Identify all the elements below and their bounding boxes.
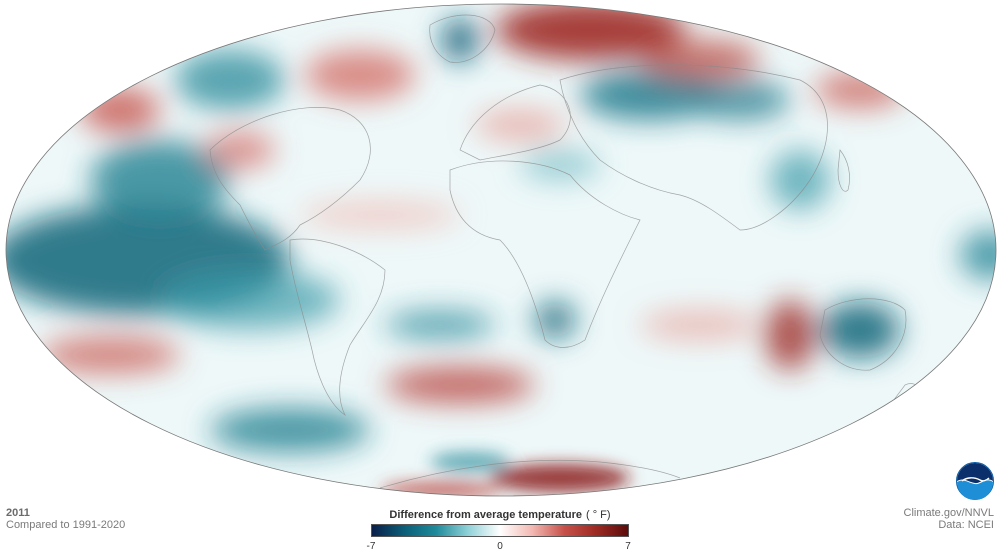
greenland-outline <box>429 14 496 63</box>
south-america-outline <box>289 238 386 417</box>
legend-color-bar <box>371 524 629 537</box>
antarctica-outline <box>379 459 681 489</box>
noaa-logo-icon <box>956 462 994 500</box>
anomaly-cold-australia <box>820 302 900 358</box>
legend-max-label: 7 <box>625 541 631 552</box>
anomaly-cold-north-pacific <box>175 50 285 110</box>
anomaly-cold-antarctic <box>430 452 510 472</box>
credit-data: Data: NCEI <box>938 519 994 531</box>
anomaly-warm-antarctic <box>490 464 630 492</box>
legend-title: Difference from average temperature ( ° F… <box>370 509 630 521</box>
legend-mid-label: 0 <box>497 541 503 552</box>
australia-outline <box>819 298 907 371</box>
credit-site: Climate.gov/NNVL <box>903 507 994 519</box>
anomaly-warm-north-atlantic <box>305 50 415 100</box>
anomaly-warm-east-asia <box>815 72 905 108</box>
anomaly-cold-africa-south <box>535 302 575 338</box>
continent-outlines <box>209 14 919 489</box>
anomaly-cold-siberia <box>580 70 720 120</box>
caption-baseline: Compared to 1991-2020 <box>6 519 126 531</box>
anomaly-warm-south-atlantic <box>385 367 535 403</box>
anomaly-field <box>6 4 996 452</box>
anomaly-cold-greenland <box>442 18 478 62</box>
anomaly-warm-europe <box>475 110 565 140</box>
europe-outline <box>459 84 571 161</box>
anomaly-cold-south-atlantic <box>385 311 495 339</box>
legend-min-label: -7 <box>366 541 376 552</box>
anomaly-warm-arctic-russia <box>495 4 685 60</box>
globe-outline <box>5 3 997 497</box>
global-temperature-anomaly-map <box>5 3 997 497</box>
anomaly-cold-east-siberia <box>690 80 790 120</box>
anomaly-warm-tasman <box>765 300 815 370</box>
north-america-outline <box>209 107 371 251</box>
anomaly-cold-pacific-north <box>90 140 230 220</box>
asia-outline <box>559 64 828 231</box>
africa-outline <box>449 160 641 348</box>
caption-year: 2011 <box>6 507 30 519</box>
anomaly-cold-south-pacific <box>210 408 370 452</box>
legend-title-text: Difference from average temperature <box>389 509 582 521</box>
anomaly-warm-north-pacific <box>80 88 160 132</box>
anomaly-warm-arctic-east <box>640 40 760 80</box>
legend-unit: ( ° F) <box>586 509 611 521</box>
anomaly-warm-south-pacific <box>40 337 180 373</box>
anomaly-warm-north-america <box>205 132 275 168</box>
anomaly-cold-east-pacific <box>160 270 340 330</box>
anomaly-cold-far-east <box>960 230 996 280</box>
anomaly-cold-china <box>770 150 830 210</box>
anomaly-cold-central-asia <box>520 150 600 180</box>
anomaly-warm-atlantic <box>300 201 460 229</box>
antarctic-anomalies <box>380 452 630 496</box>
anomaly-warm-indian-ocean <box>640 310 760 340</box>
globe <box>6 4 996 496</box>
japan-outline <box>837 149 850 192</box>
